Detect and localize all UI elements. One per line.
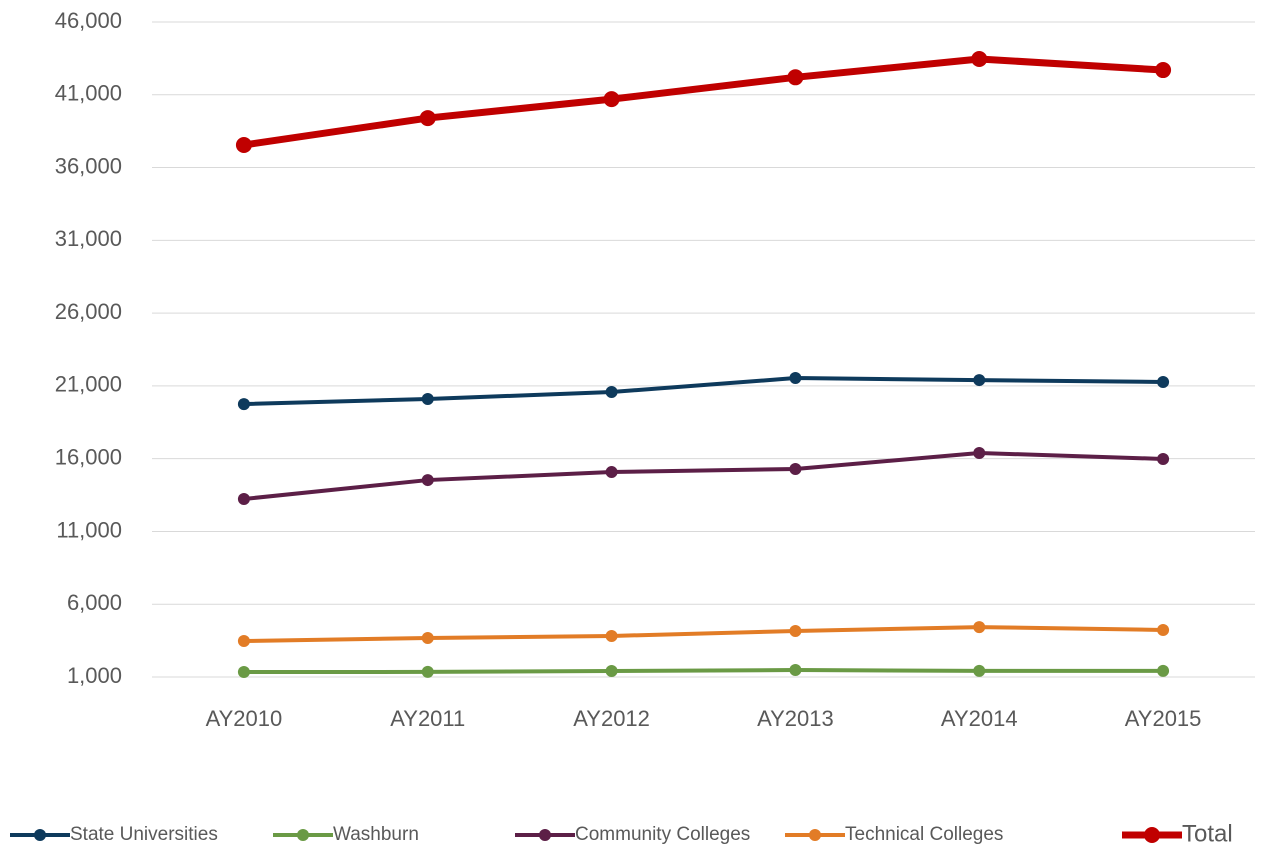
- legend-label: Community Colleges: [575, 824, 750, 845]
- data-point: [971, 50, 988, 67]
- data-point: [973, 374, 986, 387]
- data-point: [1157, 375, 1170, 388]
- y-tick-label: 16,000: [55, 444, 122, 469]
- x-tick-label: AY2013: [757, 706, 834, 731]
- data-point: [237, 666, 250, 679]
- data-point: [973, 664, 986, 677]
- x-tick-label: AY2015: [1125, 706, 1202, 731]
- data-point: [237, 635, 250, 648]
- data-point: [787, 69, 804, 86]
- x-tick-label: AY2012: [573, 706, 650, 731]
- y-tick-label: 6,000: [67, 590, 122, 615]
- legend-label: Technical Colleges: [845, 824, 1003, 845]
- data-point: [237, 398, 250, 411]
- series-line: [243, 376, 1164, 407]
- x-tick-label: AY2014: [941, 706, 1018, 731]
- data-point: [235, 136, 252, 153]
- data-point: [973, 446, 986, 459]
- data-point: [789, 664, 802, 677]
- legend-label: State Universities: [70, 824, 218, 845]
- y-tick-label: 26,000: [55, 299, 122, 324]
- data-point: [419, 110, 436, 127]
- data-point: [605, 665, 618, 678]
- legend-label: Washburn: [333, 824, 419, 845]
- data-point: [789, 463, 802, 476]
- data-point: [1155, 62, 1172, 79]
- legend-marker: [297, 829, 309, 841]
- data-point: [605, 386, 618, 399]
- y-tick-label: 36,000: [55, 153, 122, 178]
- legend-marker: [34, 829, 46, 841]
- data-point: [789, 625, 802, 638]
- data-point: [789, 372, 802, 385]
- x-tick-label: AY2010: [206, 706, 283, 731]
- y-tick-label: 46,000: [55, 8, 122, 33]
- y-tick-label: 41,000: [55, 81, 122, 106]
- series-line: [243, 625, 1164, 644]
- data-point: [605, 466, 618, 479]
- data-point: [237, 492, 250, 505]
- series-line: [243, 450, 1164, 501]
- data-point: [973, 621, 986, 634]
- y-tick-label: 21,000: [55, 372, 122, 397]
- legend-label: Total: [1182, 820, 1233, 847]
- legend-marker: [539, 829, 551, 841]
- data-point: [421, 631, 434, 644]
- y-tick-label: 31,000: [55, 226, 122, 251]
- data-point: [421, 474, 434, 487]
- data-point: [1157, 664, 1170, 677]
- y-tick-label: 11,000: [56, 517, 122, 542]
- data-point: [421, 665, 434, 678]
- data-point: [1157, 452, 1170, 465]
- data-point: [605, 629, 618, 642]
- data-point: [1157, 623, 1170, 636]
- y-tick-label: 1,000: [67, 663, 122, 688]
- series-line: [243, 55, 1164, 149]
- series-line: [243, 668, 1164, 675]
- x-tick-label: AY2011: [390, 706, 465, 731]
- data-point: [603, 91, 620, 108]
- legend-marker: [809, 829, 821, 841]
- legend-marker: [1144, 827, 1160, 843]
- data-point: [421, 392, 434, 405]
